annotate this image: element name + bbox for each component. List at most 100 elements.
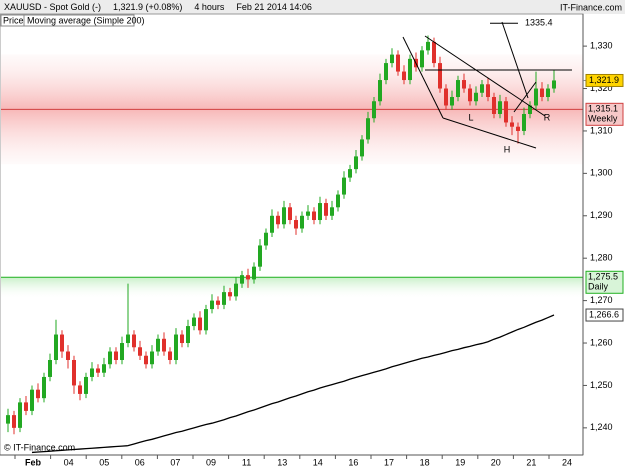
y-tick-label: 1,240 bbox=[590, 422, 613, 432]
candle-body bbox=[498, 101, 502, 114]
x-tick-label: 09 bbox=[206, 457, 216, 467]
pattern-label: R bbox=[544, 112, 551, 122]
watermark-top: IT-Finance.com bbox=[560, 2, 622, 12]
candle-body bbox=[228, 292, 232, 297]
candle-body bbox=[492, 97, 496, 114]
candle-body bbox=[18, 402, 22, 428]
x-tick-label: Feb bbox=[25, 457, 42, 467]
x-tick-label: 20 bbox=[491, 457, 501, 467]
ma-box bbox=[585, 308, 624, 322]
candle-body bbox=[336, 194, 340, 208]
x-tick-label: 07 bbox=[170, 457, 180, 467]
candle-body bbox=[240, 275, 244, 284]
candle-body bbox=[192, 317, 196, 327]
candle-body bbox=[66, 351, 70, 360]
x-tick-label: 05 bbox=[99, 457, 109, 467]
watermark-bottom: © IT-Finance.com bbox=[4, 442, 75, 452]
candle-body bbox=[552, 80, 556, 89]
x-tick-label: 11 bbox=[242, 457, 251, 467]
candle-body bbox=[354, 156, 358, 170]
candle-body bbox=[204, 309, 208, 331]
candle-body bbox=[300, 215, 304, 229]
y-tick-label: 1,320 bbox=[590, 83, 613, 93]
candle-body bbox=[540, 88, 544, 98]
candle-body bbox=[366, 118, 370, 140]
candle-body bbox=[168, 351, 172, 360]
candle-body bbox=[426, 41, 430, 51]
candle-body bbox=[522, 113, 526, 131]
candle-body bbox=[150, 351, 154, 365]
candle-body bbox=[120, 343, 124, 360]
candle-body bbox=[378, 80, 382, 102]
candle-body bbox=[324, 203, 328, 216]
x-tick-label: 06 bbox=[135, 457, 145, 467]
candle-body bbox=[348, 169, 352, 178]
candle-body bbox=[210, 300, 214, 310]
candle-body bbox=[198, 317, 202, 331]
candle-body bbox=[402, 71, 406, 81]
candle-body bbox=[186, 326, 190, 344]
candle-body bbox=[270, 215, 274, 233]
level-box bbox=[585, 270, 624, 294]
last-price-box bbox=[585, 73, 624, 87]
candle-body bbox=[96, 368, 100, 373]
y-tick-label: 1,330 bbox=[590, 40, 613, 50]
candle-body bbox=[408, 58, 412, 81]
title: XAUUSD - Spot Gold (-) 1,321.9 (+0.08%) 4 … bbox=[4, 2, 312, 12]
pattern-label: L bbox=[468, 112, 473, 122]
candle-body bbox=[474, 92, 478, 102]
candle-body bbox=[222, 292, 226, 305]
candle-body bbox=[72, 359, 76, 386]
candle-body bbox=[24, 402, 28, 411]
candle-body bbox=[54, 334, 58, 360]
timeframe: 4 hours bbox=[194, 2, 225, 12]
candle-body bbox=[36, 389, 40, 399]
x-tick-label: 04 bbox=[64, 457, 74, 467]
candle-body bbox=[156, 338, 160, 352]
level-name: Weekly bbox=[588, 114, 618, 124]
candle-body bbox=[534, 88, 538, 106]
candle-body bbox=[258, 245, 262, 267]
candle-body bbox=[372, 101, 376, 119]
candle-body bbox=[174, 334, 178, 360]
peak-label: 1335.4 bbox=[525, 18, 553, 28]
candle-body bbox=[264, 232, 268, 246]
y-tick-label: 1,260 bbox=[590, 337, 613, 347]
candle-body bbox=[78, 385, 82, 394]
last-price-label: 1,321.9 bbox=[589, 75, 619, 85]
candle-body bbox=[42, 376, 46, 399]
candle-body bbox=[162, 338, 166, 352]
level-band bbox=[1, 277, 583, 300]
level-value: 1,315.1 bbox=[588, 104, 618, 114]
candle-body bbox=[528, 105, 532, 114]
candle-body bbox=[282, 207, 286, 225]
ma-value: 1,266.6 bbox=[589, 309, 619, 319]
candle-body bbox=[390, 54, 394, 64]
trendline bbox=[402, 36, 444, 119]
x-tick-label: 18 bbox=[420, 457, 430, 467]
y-tick-label: 1,280 bbox=[590, 253, 613, 263]
legend-entry: Price bbox=[3, 15, 24, 25]
candle-body bbox=[510, 122, 514, 127]
pattern-label: H bbox=[504, 144, 511, 154]
candle-body bbox=[438, 63, 442, 89]
candle-body bbox=[114, 351, 118, 360]
header-bar bbox=[0, 0, 625, 14]
candle-body bbox=[420, 50, 424, 68]
candle-body bbox=[450, 97, 454, 106]
candle-body bbox=[6, 415, 10, 424]
candle-body bbox=[486, 84, 490, 98]
candle-body bbox=[504, 101, 508, 123]
candle-body bbox=[276, 215, 280, 225]
header-price: 1,321.9 (+0.08%) bbox=[113, 2, 182, 12]
y-tick-label: 1,270 bbox=[590, 295, 613, 305]
x-tick-label: 24 bbox=[562, 457, 572, 467]
candle-body bbox=[180, 334, 184, 344]
candle-body bbox=[84, 376, 88, 394]
title-text: XAUUSD - Spot Gold (-) bbox=[4, 2, 101, 12]
legend-box bbox=[23, 14, 135, 27]
candle-body bbox=[48, 359, 52, 377]
candle-body bbox=[132, 334, 136, 348]
candle-body bbox=[396, 54, 400, 72]
